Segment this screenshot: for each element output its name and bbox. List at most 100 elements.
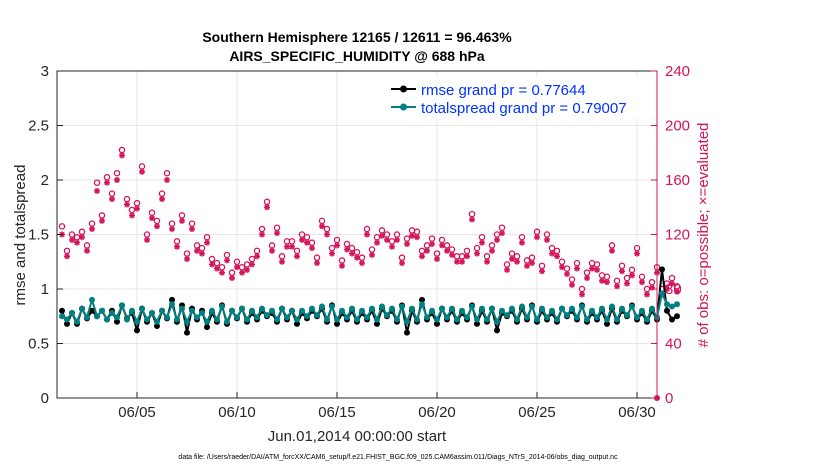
obs-evaluated-point xyxy=(289,243,295,250)
totalspread-point xyxy=(409,305,415,312)
right-tick-label: 200 xyxy=(665,118,690,135)
totalspread-point xyxy=(229,307,235,314)
obs-evaluated-point xyxy=(324,231,330,238)
obs-possible-point xyxy=(203,233,211,241)
totalspread-point xyxy=(159,307,165,314)
asterisk-stroke xyxy=(644,291,650,298)
asterisk-stroke xyxy=(629,272,635,279)
totalspread-point xyxy=(624,312,630,319)
totalspread-point xyxy=(324,316,330,323)
totalspread-point xyxy=(299,307,305,314)
obs-possible-point xyxy=(173,238,181,245)
obs-possible-point xyxy=(248,255,256,263)
obs-evaluated-point xyxy=(279,258,285,265)
obs-possible-point xyxy=(348,244,356,252)
asterisk-stroke xyxy=(494,237,500,243)
obs-evaluated-point xyxy=(564,271,570,278)
obs-possible-point xyxy=(563,265,571,272)
rmse-point xyxy=(184,329,190,336)
obs-evaluated-point xyxy=(379,232,385,239)
asterisk-stroke xyxy=(449,252,455,258)
obs-evaluated-point xyxy=(319,223,325,230)
asterisk-stroke xyxy=(469,216,475,223)
obs-evaluated-point xyxy=(459,258,465,265)
totalspread-point xyxy=(134,318,140,325)
obs-possible-point xyxy=(258,225,266,233)
obs-evaluated-point xyxy=(389,243,395,250)
left-tick-label: 1 xyxy=(41,281,49,298)
obs-possible-point xyxy=(498,224,506,231)
asterisk-stroke xyxy=(524,263,530,269)
obs-possible-point xyxy=(198,244,206,252)
totalspread-point xyxy=(344,314,350,321)
asterisk-stroke xyxy=(224,257,230,264)
asterisk-stroke xyxy=(649,284,655,291)
totalspread-point xyxy=(359,307,365,314)
rmse-point xyxy=(64,320,70,327)
obs-evaluated-point xyxy=(499,230,505,237)
obs-evaluated-point xyxy=(599,277,605,284)
totalspread-point xyxy=(424,314,430,321)
left-tick-label: 2 xyxy=(41,172,49,189)
asterisk-stroke xyxy=(194,248,200,254)
totalspread-point xyxy=(214,316,220,323)
totalspread-point xyxy=(94,313,100,320)
obs-possible-point xyxy=(308,239,316,246)
totalspread-point xyxy=(379,303,385,310)
rmse-point xyxy=(659,266,665,273)
obs-possible-point xyxy=(93,179,101,186)
asterisk-stroke xyxy=(179,218,185,224)
asterisk-stroke xyxy=(144,237,150,243)
asterisk-stroke xyxy=(569,282,575,288)
totalspread-point xyxy=(124,316,130,323)
obs-evaluated-point xyxy=(194,247,200,254)
asterisk-stroke xyxy=(204,239,210,246)
obs-evaluated-point xyxy=(649,284,655,291)
obs-possible-point xyxy=(303,233,311,241)
obs-possible-point xyxy=(113,169,121,177)
rmse-point xyxy=(664,307,670,314)
rmse-point xyxy=(669,316,675,323)
obs-evaluated-point xyxy=(494,236,500,243)
totalspread-point xyxy=(449,305,455,312)
obs-evaluated-point xyxy=(334,242,340,249)
totalspread-point xyxy=(179,305,185,312)
totalspread-point xyxy=(349,305,355,312)
asterisk-stroke xyxy=(349,250,355,257)
asterisk-stroke xyxy=(419,253,425,259)
totalspread-point xyxy=(249,307,255,314)
asterisk-stroke xyxy=(504,267,510,273)
totalspread-point xyxy=(129,307,135,314)
totalspread-point xyxy=(554,316,560,323)
asterisk-stroke xyxy=(574,265,580,272)
obs-evaluated-point xyxy=(634,250,640,257)
totalspread-point xyxy=(284,314,290,321)
obs-evaluated-point xyxy=(639,279,645,286)
obs-evaluated-point xyxy=(79,234,85,241)
asterisk-stroke xyxy=(379,233,385,239)
obs-possible-point xyxy=(58,223,66,230)
totalspread-point xyxy=(369,305,375,312)
obs-possible-point xyxy=(548,244,556,252)
obs-evaluated-point xyxy=(574,265,580,272)
rmse-point xyxy=(334,320,340,327)
obs-evaluated-point xyxy=(384,236,390,243)
asterisk-stroke xyxy=(384,237,390,243)
obs-possible-point xyxy=(263,198,271,206)
asterisk-stroke xyxy=(414,234,420,240)
x-tick-label: 06/05 xyxy=(118,404,156,421)
obs-evaluated-point xyxy=(89,226,95,233)
obs-evaluated-point xyxy=(464,253,470,260)
rmse-point xyxy=(434,320,440,327)
obs-possible-point xyxy=(438,236,446,244)
obs-possible-point xyxy=(103,174,111,181)
totalspread-point xyxy=(549,307,555,314)
asterisk-stroke xyxy=(74,239,80,246)
totalspread-point xyxy=(639,307,645,314)
obs-evaluated-point xyxy=(404,241,410,248)
totalspread-point xyxy=(649,305,655,312)
obs-evaluated-point xyxy=(249,261,255,268)
rmse-point xyxy=(419,296,425,303)
obs-evaluated-point xyxy=(669,280,675,287)
